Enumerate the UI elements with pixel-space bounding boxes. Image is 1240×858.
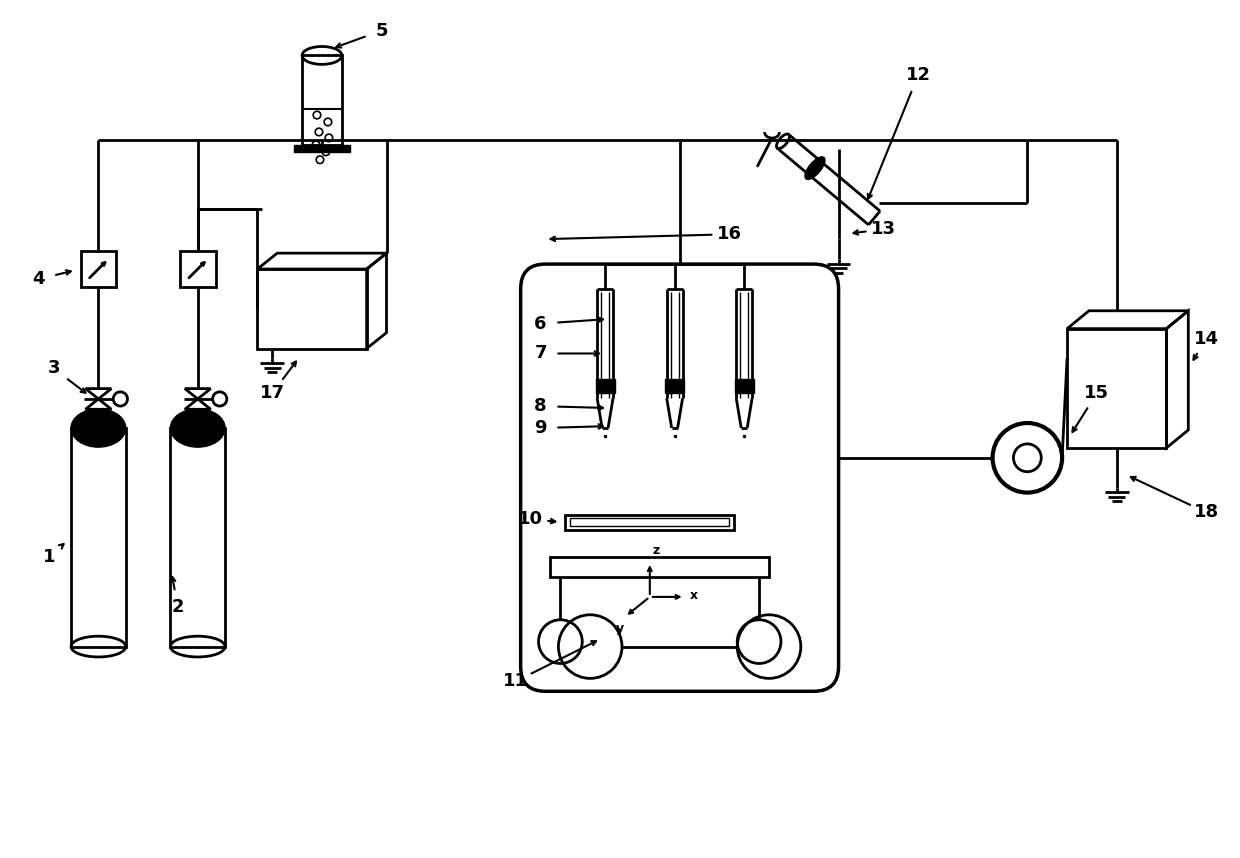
Text: 15: 15 [1085, 384, 1110, 402]
Bar [71, 428, 125, 647]
Text: z: z [652, 544, 660, 557]
Text: 1: 1 [42, 548, 55, 566]
Text: 9: 9 [534, 419, 547, 437]
Text: 13: 13 [870, 221, 895, 239]
Circle shape [1013, 444, 1042, 472]
Text: 8: 8 [534, 397, 547, 415]
Text: 18: 18 [1194, 504, 1219, 522]
Text: y: y [616, 622, 624, 635]
Text: 3: 3 [47, 360, 60, 378]
Ellipse shape [71, 409, 125, 447]
Bar [170, 428, 226, 647]
Bar [570, 518, 729, 526]
Text: 6: 6 [534, 315, 547, 333]
Bar [565, 515, 734, 530]
Bar [294, 145, 350, 152]
Text: 11: 11 [503, 673, 528, 691]
Bar [1068, 329, 1167, 448]
Bar [303, 56, 342, 145]
Text: x: x [689, 589, 698, 602]
Bar [665, 379, 684, 393]
Bar [735, 379, 754, 393]
Text: 5: 5 [376, 21, 388, 39]
Text: 16: 16 [717, 226, 742, 244]
Bar [595, 379, 615, 393]
Bar [258, 269, 367, 348]
Ellipse shape [170, 409, 226, 447]
Text: 17: 17 [259, 384, 285, 402]
Text: 4: 4 [32, 270, 45, 288]
Text: 12: 12 [905, 66, 930, 84]
Text: 10: 10 [518, 511, 543, 529]
Text: 14: 14 [1194, 329, 1219, 347]
Ellipse shape [805, 157, 825, 179]
Bar [81, 251, 117, 287]
Text: 7: 7 [534, 345, 547, 362]
Text: 2: 2 [171, 598, 184, 616]
Bar [551, 557, 769, 577]
Bar [180, 251, 216, 287]
